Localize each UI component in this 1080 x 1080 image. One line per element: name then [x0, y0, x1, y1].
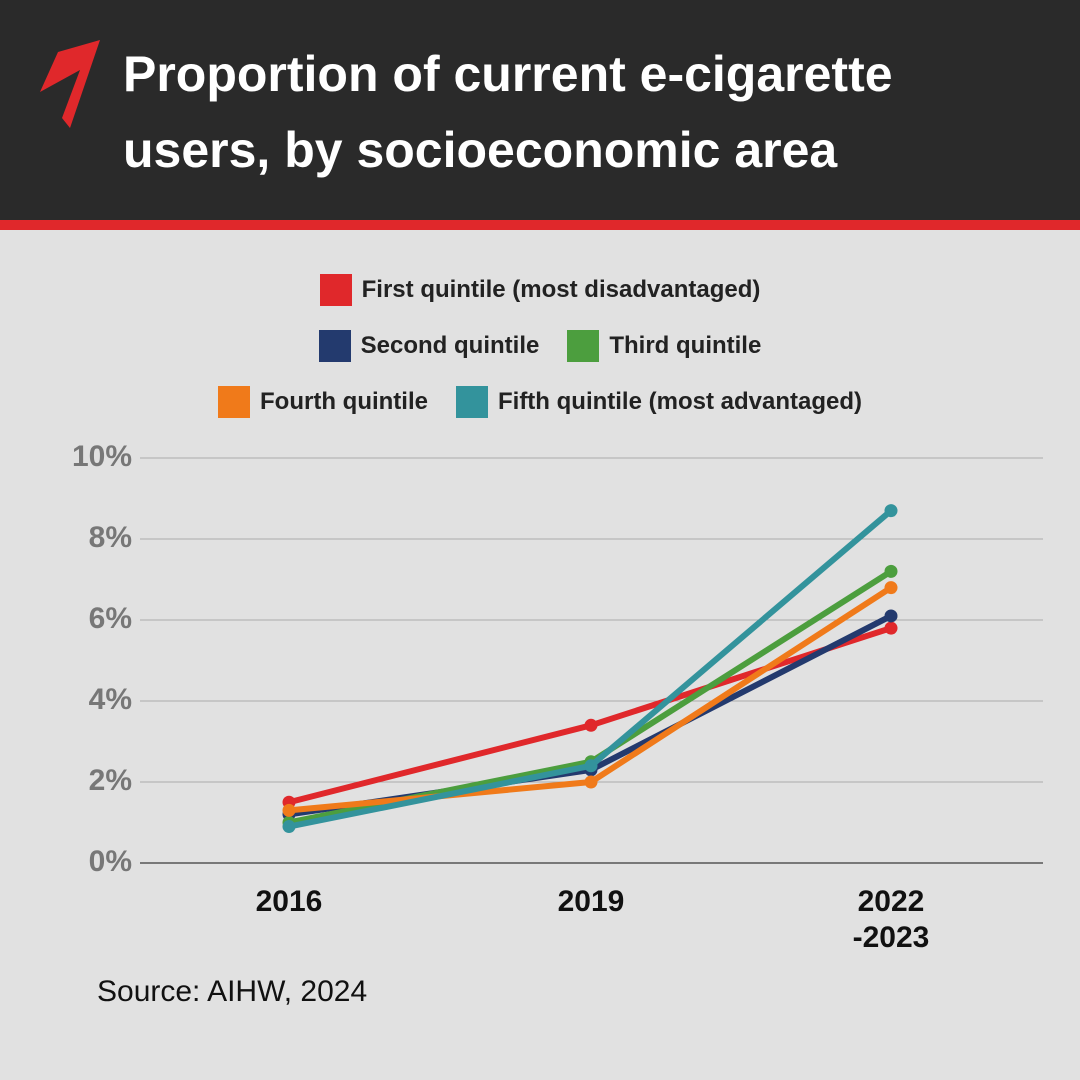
legend-label: Second quintile — [360, 332, 540, 359]
data-point — [584, 718, 598, 732]
legend-item: Fourth quintile — [218, 386, 428, 418]
legend-swatch — [318, 330, 351, 362]
chart-title: Proportion of current e-cigarette users,… — [123, 46, 893, 178]
y-tick-label: 4% — [89, 683, 132, 716]
y-tick-label: 0% — [89, 845, 132, 878]
source: Source: AIHW, 2024 — [97, 975, 368, 1008]
y-tick-label: 2% — [89, 764, 132, 797]
legend-item: Fifth quintile (most advantaged) — [455, 386, 862, 418]
legend: First quintile (most disadvantaged) Secon… — [0, 262, 1080, 430]
legend-swatch — [455, 386, 488, 418]
y-tick-label: 8% — [89, 521, 132, 554]
logo — [40, 40, 100, 128]
y-tick-label: 6% — [89, 602, 132, 635]
data-point — [584, 759, 598, 773]
legend-label: Fifth quintile (most advantaged) — [497, 388, 862, 415]
data-point — [884, 581, 898, 595]
data-point — [884, 621, 898, 635]
x-tick-label: 2016 — [255, 885, 323, 918]
x-tick-label: 2022 -2023 — [852, 885, 930, 954]
legend-item: Third quintile — [567, 330, 761, 362]
x-tick-label: 2019 — [557, 885, 625, 918]
data-point — [884, 504, 898, 518]
data-point — [884, 564, 898, 578]
legend-item: Second quintile — [318, 330, 540, 362]
legend-label: First quintile (most disadvantaged) — [361, 276, 761, 303]
legend-label: Third quintile — [609, 332, 762, 359]
data-point — [884, 609, 898, 623]
legend-swatch — [567, 330, 600, 362]
legend-swatch — [218, 386, 251, 418]
data-point — [282, 820, 296, 834]
legend-swatch — [319, 274, 352, 306]
legend-item: First quintile (most disadvantaged) — [319, 274, 761, 306]
header: Proportion of current e-cigarette users,… — [0, 0, 1080, 230]
legend-row: Second quintile Third quintile — [0, 318, 1080, 374]
legend-row: Fourth quintile Fifth quintile (most adva… — [0, 374, 1080, 430]
legend-label: Fourth quintile — [260, 388, 428, 415]
y-tick-label: 10% — [72, 440, 132, 473]
legend-row: First quintile (most disadvantaged) — [0, 262, 1080, 318]
data-point — [282, 803, 296, 817]
data-point — [584, 775, 598, 789]
